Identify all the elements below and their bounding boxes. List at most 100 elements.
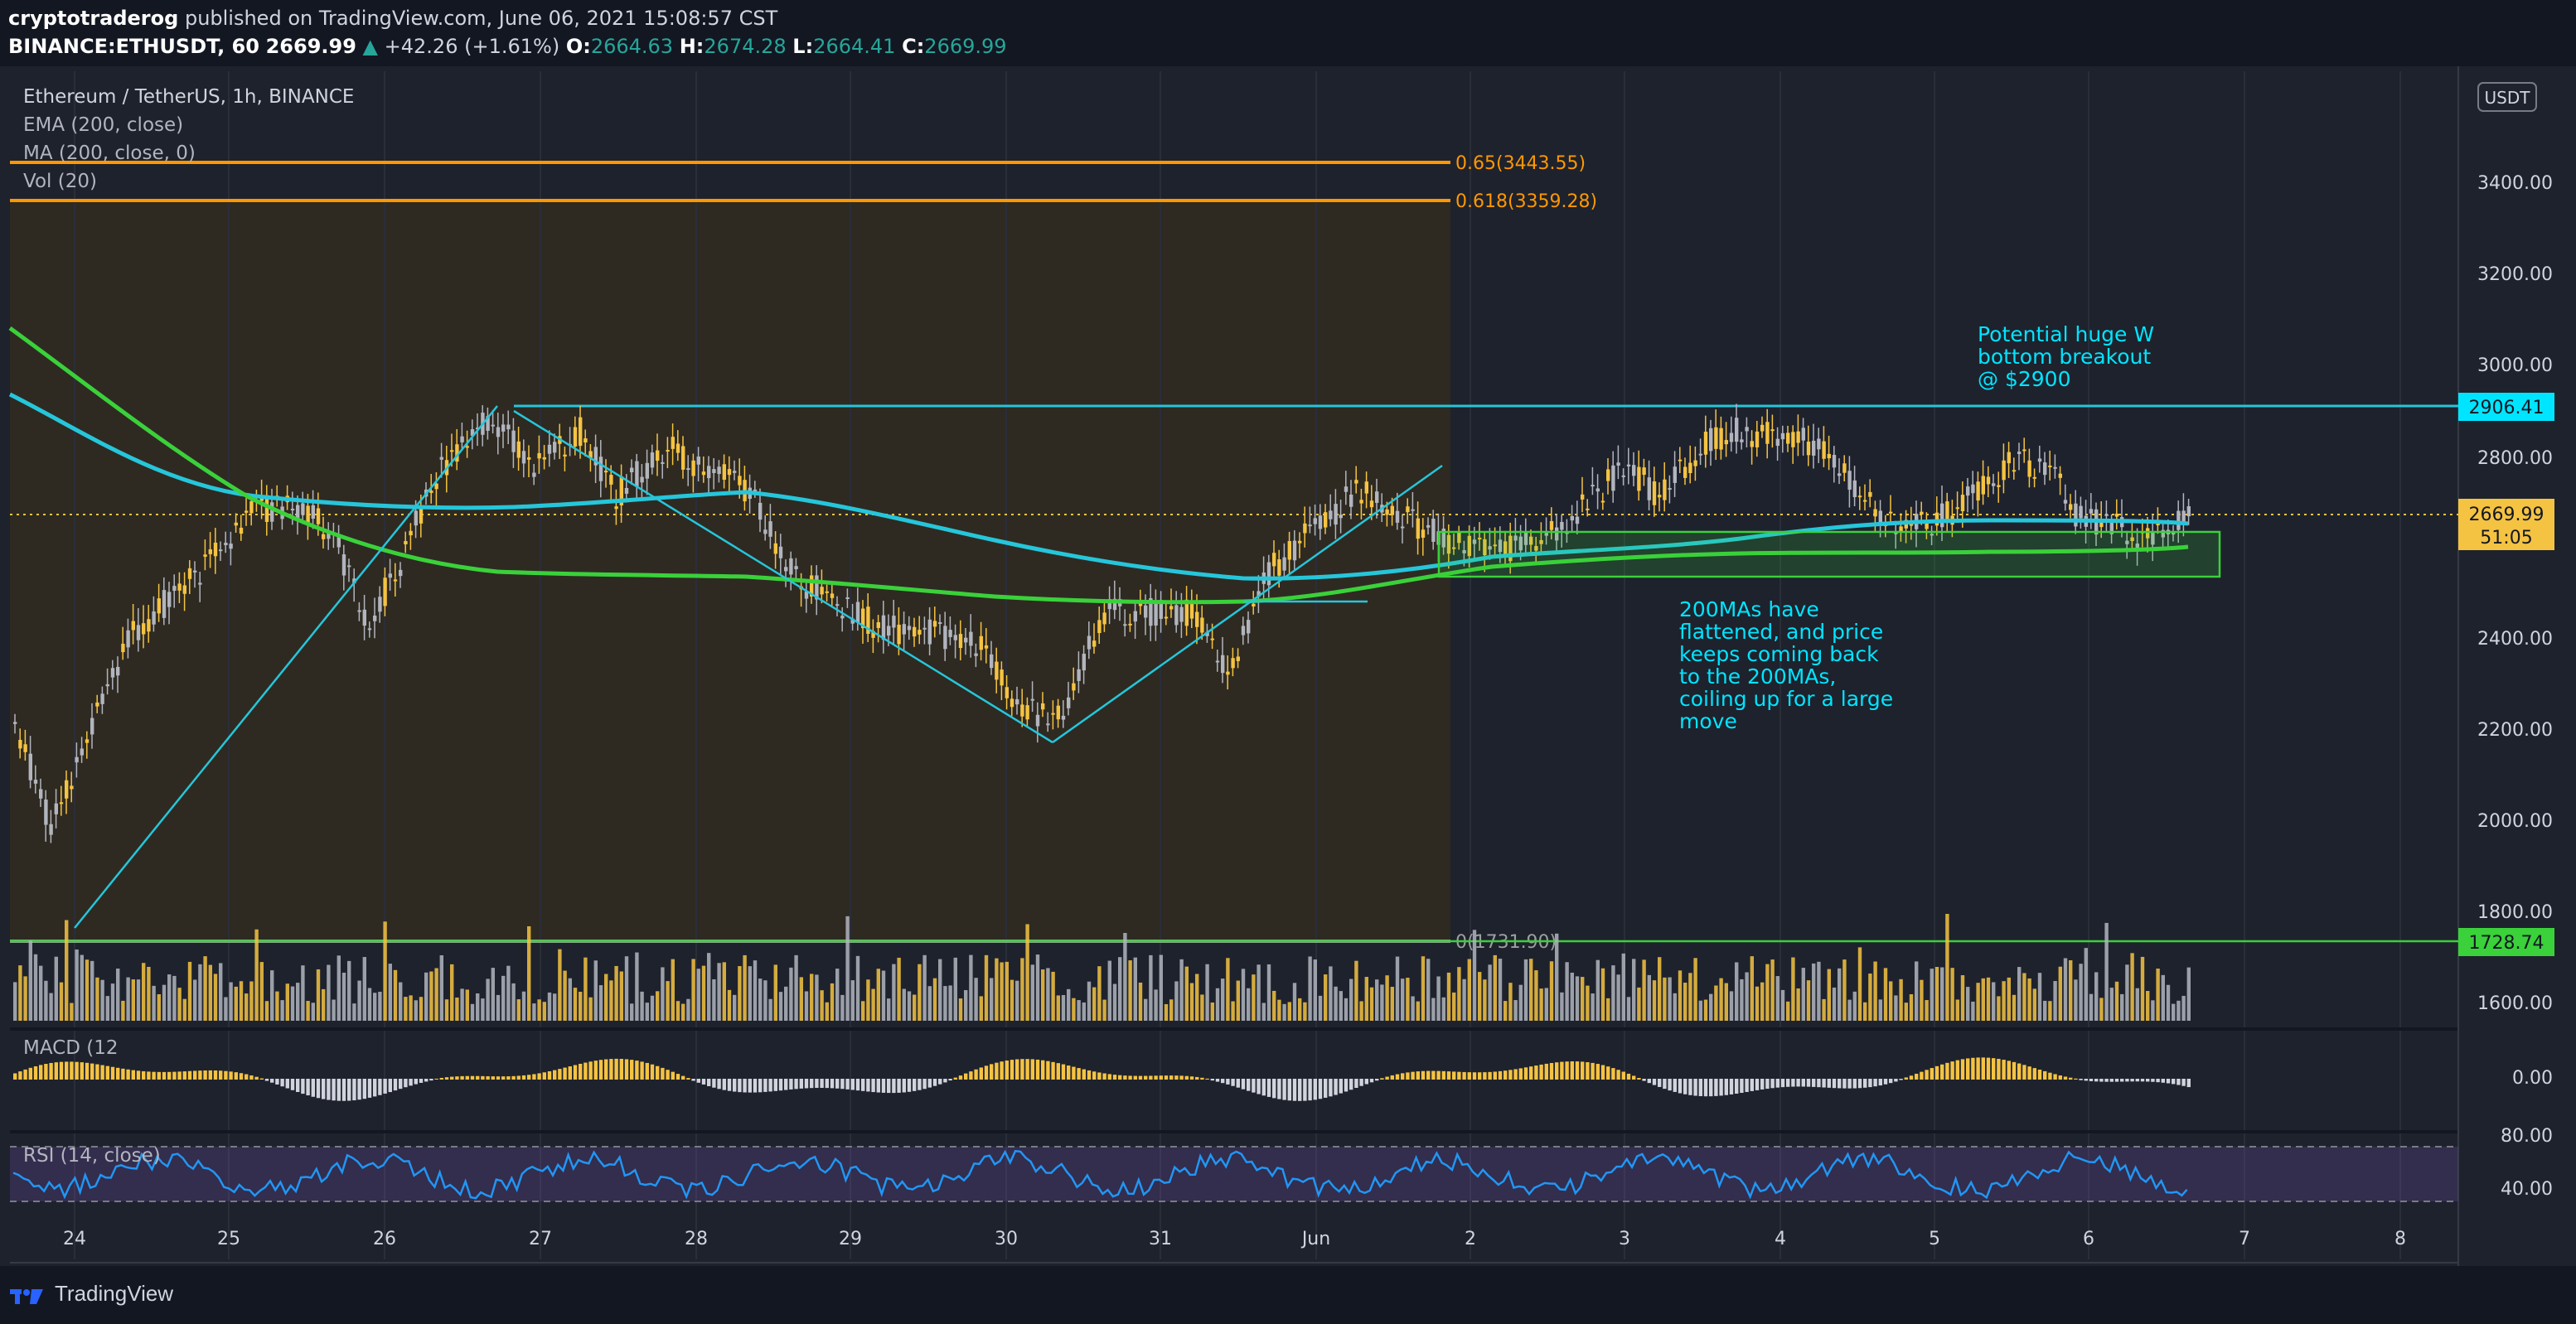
currency-button[interactable]	[2477, 82, 2537, 112]
high-value: 2674.28	[704, 35, 787, 58]
macd-bar	[1354, 1079, 1358, 1089]
vol-legend[interactable]: Vol (20)	[23, 171, 97, 192]
macd-bar	[1770, 1079, 1775, 1089]
candle-body	[1544, 533, 1548, 536]
macd-bar	[1873, 1079, 1877, 1087]
w-bottom-note[interactable]: Potential huge W bottom breakout @ $2900	[1978, 322, 2155, 391]
symbol-label[interactable]: BINANCE:ETHUSDT, 60	[8, 35, 259, 58]
macd-bar	[1025, 1059, 1029, 1080]
volume-bar	[1786, 1001, 1790, 1021]
volume-bar	[1472, 930, 1477, 1021]
ma-200-line[interactable]	[8, 326, 2189, 605]
candle-body	[1292, 540, 1297, 561]
macd-legend[interactable]: MACD (12	[23, 1037, 119, 1059]
macd-bar	[1488, 1071, 1492, 1080]
candlesticks[interactable]	[13, 403, 2191, 843]
author-name[interactable]: cryptotraderog	[8, 7, 179, 30]
macd-bar	[1518, 1068, 1523, 1080]
macd-bar	[845, 1079, 850, 1090]
macd-bar	[1395, 1074, 1400, 1080]
candle-body	[496, 427, 501, 437]
macd-bar	[593, 1061, 598, 1080]
macd-separator[interactable]	[10, 1027, 2458, 1031]
macd-bar	[65, 1061, 69, 1080]
macd-bar	[1030, 1059, 1034, 1080]
candle-body	[341, 554, 346, 576]
rsi-legend[interactable]: RSI (14, close)	[23, 1145, 161, 1167]
time-30: 30	[995, 1229, 1018, 1249]
volume-bar	[2156, 969, 2160, 1021]
macd-bar	[167, 1071, 172, 1080]
volume-bar	[1431, 998, 1436, 1021]
tradingview-brand[interactable]: TradingView	[55, 1281, 174, 1306]
candle-body	[157, 598, 161, 614]
ma-note[interactable]: 200MAs have flattened, and price keeps c…	[1679, 597, 1894, 733]
macd-bar	[1555, 1062, 1559, 1080]
macd-bar	[897, 1079, 901, 1093]
macd-bar	[229, 1071, 233, 1080]
macd-bar	[799, 1079, 803, 1089]
volume-bar	[1889, 981, 1893, 1021]
macd-bar	[922, 1079, 927, 1090]
volume-bar	[1852, 991, 1857, 1021]
candle-body	[1513, 535, 1518, 541]
macd-bar	[861, 1079, 865, 1091]
consolidation-box[interactable]	[1437, 530, 2221, 578]
candle-body	[1015, 698, 1019, 705]
macd-bar	[666, 1070, 670, 1080]
volume-bar	[1791, 957, 1795, 1021]
macd-bar	[773, 1079, 777, 1091]
macd-bar	[932, 1079, 937, 1086]
macd-bar	[691, 1079, 695, 1081]
macd-bar	[1247, 1079, 1251, 1091]
candle-body	[1077, 669, 1081, 681]
volume-bar	[686, 998, 690, 1021]
volume-bar	[1221, 979, 1225, 1021]
rsi-line[interactable]	[12, 1149, 2188, 1200]
volume-bar	[2177, 1000, 2181, 1021]
volume-bar	[727, 989, 732, 1021]
volume-bar	[1868, 974, 1872, 1021]
macd-bar	[984, 1065, 989, 1080]
candle-body	[491, 424, 495, 427]
time-axis[interactable]: 24 25 26 27 28 29 30 31 Jun 2 3 4 5 6 7 …	[63, 1229, 2406, 1249]
macd-bar	[506, 1076, 511, 1080]
candle-body	[624, 487, 629, 494]
macd-bar	[95, 1064, 99, 1080]
macd-bar	[743, 1079, 747, 1093]
volume-bar	[840, 994, 845, 1021]
volume-bar	[1714, 985, 1718, 1021]
symbol-title[interactable]: Ethereum / TetherUS, 1h, BINANCE	[23, 86, 355, 108]
macd-bar	[1051, 1061, 1055, 1080]
candle-body	[1498, 539, 1503, 553]
w-pattern-lines[interactable]	[74, 405, 1443, 929]
ma-legend[interactable]: MA (200, close, 0)	[23, 143, 196, 164]
macd-bar	[110, 1066, 115, 1080]
candle-body	[1236, 656, 1240, 661]
tradingview-logo-icon[interactable]	[10, 1284, 45, 1307]
macd-bar	[1591, 1062, 1595, 1080]
volume-bar	[943, 986, 947, 1021]
volume-bar	[1940, 967, 1944, 1021]
ema-legend[interactable]: EMA (200, close)	[23, 114, 184, 136]
candle-body	[1318, 515, 1323, 529]
candle-body	[542, 457, 546, 460]
macd-bar	[645, 1062, 649, 1080]
volume-bar	[953, 957, 957, 1021]
volume-bar	[630, 1003, 634, 1021]
macd-bar	[2027, 1066, 2031, 1080]
candle-body	[1940, 503, 1944, 528]
ema-200-line[interactable]	[8, 392, 2189, 581]
macd-bar	[758, 1079, 763, 1093]
volume-bar	[1308, 956, 1312, 1021]
volume-bar	[1709, 993, 1713, 1021]
rsi-separator[interactable]	[10, 1130, 2458, 1133]
candle-body	[1750, 441, 1754, 447]
macd-bar	[1462, 1071, 1466, 1080]
price-axis[interactable]	[2458, 66, 2576, 1266]
candle-body	[1729, 432, 1734, 442]
macd-bar	[1226, 1079, 1230, 1085]
tick-2800: 2800.00	[2477, 448, 2553, 469]
volume-bar	[784, 986, 788, 1021]
